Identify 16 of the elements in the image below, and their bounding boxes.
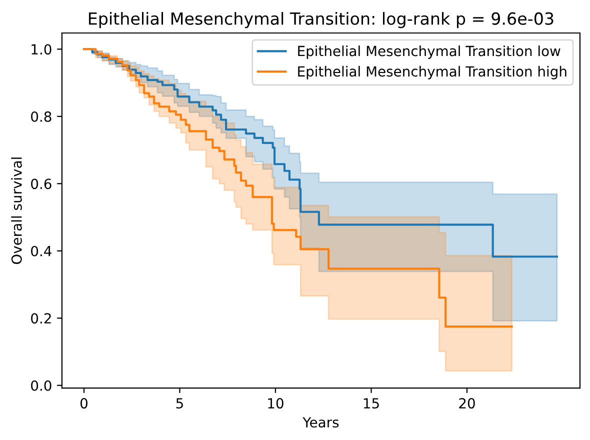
x-tick-label: 15 (364, 398, 379, 409)
y-tick-label: 0.2 (31, 313, 51, 324)
chart-title: Epithelial Mesenchymal Transition: log-rank p = 9.6e-03 (88, 12, 554, 28)
y-tick-label: 0.4 (31, 246, 52, 256)
x-tick-label: 0 (80, 398, 88, 409)
y-tick-label: 0.0 (31, 380, 52, 391)
y-tick-label: 0.6 (31, 178, 52, 190)
legend-label: Epithelial Mesenchymal Transition high (298, 66, 566, 80)
x-tick-label: 10 (268, 398, 284, 409)
y-tick-label: 1.0 (32, 44, 52, 55)
y-axis-title: Overall survival (11, 158, 22, 264)
y-tick-label: 0.8 (31, 111, 52, 122)
x-axis-title: Years (302, 417, 339, 428)
x-tick-label: 20 (459, 398, 475, 409)
x-tick-label: 5 (176, 398, 183, 409)
legend-label: Epithelial Mesenchymal Transition low (298, 46, 560, 59)
